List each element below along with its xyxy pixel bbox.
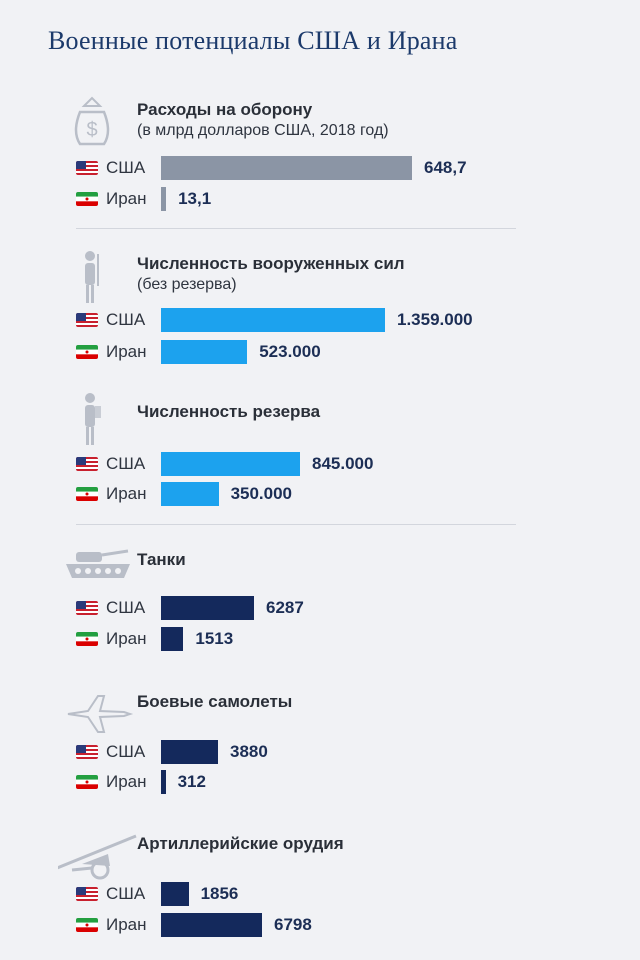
chart-title: Боевые самолеты: [137, 692, 293, 711]
bar: [161, 596, 254, 620]
bar: [161, 882, 189, 906]
artillery-icon: [51, 826, 138, 886]
chart-title: Артиллерийские орудия: [137, 834, 344, 853]
bar-row: Иран 13,1: [0, 185, 640, 213]
bar: [161, 156, 412, 180]
category-label: США: [106, 310, 146, 329]
category-label: США: [106, 158, 146, 177]
chart-title: Танки: [137, 550, 186, 569]
bar: [161, 740, 218, 764]
bar-row: Иран 1513: [0, 625, 640, 653]
chart-subtitle: (без резерва): [137, 276, 237, 293]
category-label: Иран: [106, 484, 147, 503]
data-label: 648,7: [424, 158, 467, 177]
bar: [161, 308, 385, 332]
data-label: 13,1: [178, 189, 212, 208]
data-label: 3880: [230, 742, 268, 761]
category-label: США: [106, 598, 146, 617]
bar: [161, 482, 219, 506]
data-label: 1513: [195, 629, 234, 648]
data-label: 523.000: [259, 342, 321, 361]
us-flag-icon: [76, 161, 98, 175]
bar-row: США 1.359.000: [0, 306, 640, 334]
soldier-icon: [58, 246, 138, 306]
category-label: Иран: [106, 915, 147, 934]
iran-flag-icon: [76, 192, 98, 206]
iran-flag-icon: [76, 775, 98, 789]
iran-flag-icon: [76, 345, 98, 359]
jet-icon: [58, 684, 138, 744]
tank-icon: [58, 540, 138, 600]
us-flag-icon: [76, 313, 98, 327]
section-divider: [76, 524, 516, 525]
bar-row: Иран 523.000: [0, 338, 640, 366]
us-flag-icon: [76, 601, 98, 615]
data-label: 6798: [274, 915, 312, 934]
money-bag-icon: $: [58, 92, 138, 152]
bar-row: Иран 6798: [0, 911, 640, 939]
category-label: США: [106, 742, 146, 761]
chart-title: Расходы на оборону: [137, 100, 313, 119]
bar-row: США 1856: [0, 880, 640, 908]
data-label: 1.359.000: [397, 310, 473, 329]
category-label: США: [106, 454, 146, 473]
category-label: США: [106, 884, 146, 903]
reserve-soldier-icon: [58, 390, 138, 450]
bar: [161, 913, 262, 937]
category-label: Иран: [106, 629, 147, 648]
iran-flag-icon: [76, 487, 98, 501]
bar-row: Иран 350.000: [0, 480, 640, 508]
category-label: Иран: [106, 342, 147, 361]
iran-flag-icon: [76, 918, 98, 932]
chart-title: Численность резерва: [137, 402, 321, 421]
bar: [161, 627, 184, 651]
bar-row: Иран 312: [0, 768, 640, 796]
data-label: 350.000: [230, 484, 293, 503]
bar-row: США 845.000: [0, 450, 640, 478]
bar: [161, 187, 167, 211]
us-flag-icon: [76, 745, 98, 759]
data-label: 845.000: [312, 454, 374, 473]
section-divider: [76, 228, 516, 229]
page-title: Военные потенциалы США и Ирана: [48, 26, 458, 55]
bar-row: США 6287: [0, 594, 640, 622]
chart-title: Численность вооруженных сил: [137, 254, 405, 273]
iran-flag-icon: [76, 632, 98, 646]
data-label: 6287: [266, 598, 304, 617]
data-label: 1856: [200, 884, 239, 903]
bar: [161, 452, 300, 476]
category-label: Иран: [106, 772, 147, 791]
us-flag-icon: [76, 457, 98, 471]
chart-subtitle: (в млрд долларов США, 2018 год): [137, 122, 389, 139]
us-flag-icon: [76, 887, 98, 901]
bar-row: США 3880: [0, 738, 640, 766]
category-label: Иран: [106, 189, 147, 208]
data-label: 312: [177, 772, 206, 791]
bar: [161, 770, 166, 794]
svg-text:$: $: [86, 119, 97, 141]
bar: [161, 340, 248, 364]
bar-row: США 648,7: [0, 154, 640, 182]
